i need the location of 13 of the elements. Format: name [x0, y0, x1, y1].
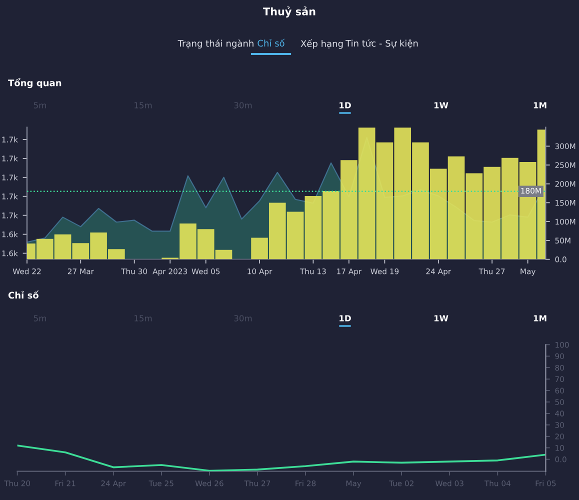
- chart-title: Tổng quan: [8, 78, 62, 88]
- text: Thuỷ sản: [263, 6, 316, 18]
- text: 1M: [534, 315, 546, 322]
- text: Tin tức - Sự kiện: [346, 39, 418, 48]
- text: Chỉ số: [258, 38, 285, 47]
- text: Xếp hạng: [300, 39, 343, 49]
- text: 1D: [340, 315, 351, 322]
- text: 1M: [534, 102, 546, 108]
- text: 1D: [340, 102, 351, 108]
- text: Trạng thái ngành: [178, 39, 254, 49]
- chart-title: Chỉ số: [8, 290, 39, 299]
- text: 1W: [434, 102, 448, 108]
- text: 1W: [434, 315, 448, 322]
